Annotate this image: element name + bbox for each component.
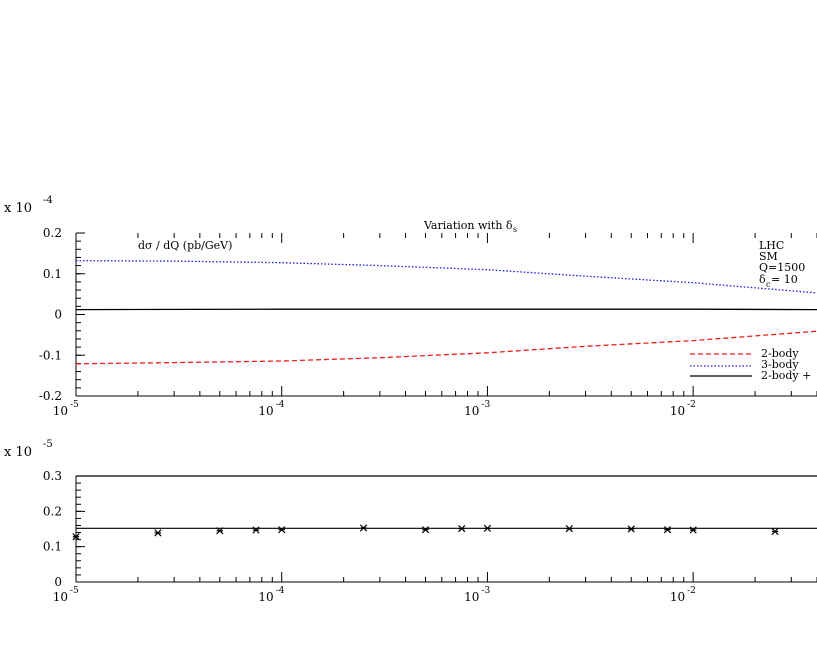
bottom-x-tick-label: 10	[670, 590, 685, 604]
top-x-tick-label: 10	[53, 404, 68, 418]
annotation-delta-c: δ	[759, 273, 766, 286]
legend-label-2-body-plus: 2-body +	[761, 369, 811, 382]
top-y-tick-label: -0.1	[39, 348, 62, 362]
data-point	[663, 526, 672, 534]
top-y-tick-label: 0	[54, 308, 62, 322]
data-point	[154, 529, 162, 537]
annotation-delta-c-subscript: c	[766, 280, 771, 289]
annotation-delta-c-value: = 10	[771, 273, 798, 286]
bottom-y-tick-label: 0.3	[43, 469, 62, 483]
data-point	[771, 527, 779, 536]
bottom-x-tick-label-exponent: -5	[70, 586, 79, 596]
bottom-panel: x 10 -5	[4, 439, 53, 460]
data-point	[278, 526, 286, 534]
data-point	[689, 526, 697, 534]
data-point	[483, 524, 492, 532]
annotation-q: Q=1500	[759, 261, 805, 274]
top-plot: 0.20.10-0.1-0.210 -5 10 -4 10 -3 10 -2	[39, 226, 817, 418]
series-line-2-body	[75, 330, 817, 365]
bottom-y-tick-label: 0.1	[43, 540, 62, 554]
top-x-tick-label-exponent: -4	[276, 400, 285, 410]
legend-label-2-body: 2-body	[761, 347, 799, 360]
data-point	[72, 533, 80, 541]
bottom-y-tick-label: 0.2	[43, 504, 62, 518]
chart-marks: 0.20.10-0.1-0.210 -5 10 -4 10 -3 10 -20.30.20.1…	[39, 226, 817, 604]
series-line-3-body	[75, 260, 817, 294]
legend: 2-body 3-body 2-body +	[690, 347, 811, 382]
top-x-tick-label: 10	[464, 404, 479, 418]
data-point	[565, 525, 573, 533]
chart-title-subscript: s	[513, 225, 517, 234]
bottom-x-tick-label: 10	[464, 590, 479, 604]
bottom-x-tick-label: 10	[53, 590, 68, 604]
top-y-tick-label: 0.1	[43, 267, 62, 281]
bottom-x-tick-label-exponent: -3	[481, 586, 490, 596]
top-panel: x 10 -4 Variation with δ s dσ / dQ (pb/G…	[4, 195, 811, 382]
bottom-x-tick-label-exponent: -4	[276, 586, 285, 596]
top-x-tick-label: 10	[670, 404, 685, 418]
bottom-y-tick-label: 0	[54, 575, 62, 589]
top-x-tick-label-exponent: -3	[481, 400, 490, 410]
top-y-tick-label: -0.2	[39, 389, 62, 403]
data-point	[458, 525, 466, 533]
data-point	[252, 526, 260, 534]
top-x-tick-label: 10	[258, 404, 273, 418]
data-point	[216, 527, 224, 535]
chart-title: Variation with δ	[423, 219, 513, 232]
top-x-tick-label-exponent: -2	[687, 400, 696, 410]
annotation-lhc: LHC	[759, 239, 784, 252]
bottom-y-multiplier-exponent: -5	[43, 439, 53, 450]
top-y-multiplier: x 10	[4, 201, 32, 216]
annotation-sm: SM	[759, 250, 778, 263]
data-point	[359, 524, 368, 532]
data-point	[421, 526, 430, 534]
top-y-tick-label: 0.2	[43, 226, 62, 240]
top-y-multiplier-exponent: -4	[43, 195, 53, 206]
legend-label-3-body: 3-body	[761, 358, 799, 371]
bottom-y-multiplier: x 10	[4, 445, 32, 460]
data-point	[627, 525, 635, 533]
y-axis-label: dσ / dQ (pb/GeV)	[138, 239, 232, 252]
bottom-x-tick-label-exponent: -2	[687, 586, 696, 596]
top-x-tick-label-exponent: -5	[70, 400, 79, 410]
bottom-x-tick-label: 10	[258, 590, 273, 604]
